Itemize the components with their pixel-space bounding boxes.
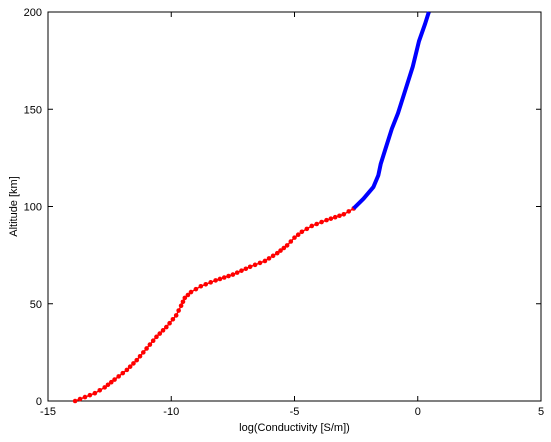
x-tick-label: -15 xyxy=(40,406,56,418)
data-point xyxy=(120,370,126,376)
y-tick-label: 150 xyxy=(24,104,42,116)
data-point xyxy=(170,317,176,322)
data-point xyxy=(328,216,334,221)
series-line xyxy=(352,11,431,210)
data-point xyxy=(147,342,153,347)
data-point xyxy=(173,313,179,318)
data-point xyxy=(309,223,315,229)
data-point xyxy=(230,272,236,277)
data-point xyxy=(137,353,143,359)
data-point xyxy=(295,232,301,238)
data-point xyxy=(299,229,305,235)
data-point xyxy=(87,392,93,398)
data-point xyxy=(116,374,121,379)
data-point xyxy=(203,282,209,287)
data-point xyxy=(262,258,268,264)
data-point xyxy=(144,346,149,351)
data-point xyxy=(97,388,103,393)
data-point xyxy=(176,308,181,313)
data-point xyxy=(124,367,130,373)
data-point xyxy=(108,379,114,385)
data-point xyxy=(257,260,263,266)
y-axis-label: Altitude [km] xyxy=(8,176,20,237)
data-point xyxy=(226,273,231,279)
data-point xyxy=(77,396,83,402)
data-point xyxy=(178,303,184,308)
data-point xyxy=(188,289,194,295)
data-point xyxy=(105,382,111,388)
data-point xyxy=(92,390,98,396)
x-axis-label: log(Conductivity [S/m]) xyxy=(239,422,350,434)
data-point xyxy=(150,338,156,344)
data-point xyxy=(284,243,290,248)
plot-area xyxy=(47,11,542,402)
data-point xyxy=(274,250,280,256)
y-tick-label: 50 xyxy=(30,299,42,311)
x-tick-label: -5 xyxy=(290,406,300,418)
data-point xyxy=(213,278,218,283)
data-point xyxy=(134,357,140,363)
data-point xyxy=(154,334,159,340)
data-point xyxy=(278,248,283,253)
data-point xyxy=(102,385,107,390)
data-point xyxy=(180,299,186,305)
data-point xyxy=(341,211,347,217)
data-point xyxy=(182,295,188,301)
data-point xyxy=(252,262,258,268)
data-point xyxy=(127,364,133,369)
data-point xyxy=(270,253,276,259)
data-point xyxy=(198,283,204,289)
data-point xyxy=(292,235,297,240)
data-point xyxy=(281,245,287,251)
data-point xyxy=(239,268,244,273)
data-point xyxy=(324,217,329,223)
data-point xyxy=(167,320,172,326)
data-point xyxy=(72,398,78,404)
y-tick-label: 200 xyxy=(24,7,42,19)
y-tick-label: 100 xyxy=(24,202,42,214)
data-point xyxy=(141,350,146,355)
data-point xyxy=(157,331,163,336)
data-point xyxy=(193,286,199,292)
data-point xyxy=(234,270,240,275)
data-point xyxy=(221,275,227,280)
data-point xyxy=(337,213,342,219)
y-tick-label: 0 xyxy=(36,396,42,408)
series-layer xyxy=(72,11,431,404)
x-tick-label: -10 xyxy=(163,406,179,418)
data-point xyxy=(266,256,272,261)
plot-frame xyxy=(47,11,542,402)
data-point xyxy=(319,219,324,225)
data-point xyxy=(82,394,88,400)
data-point xyxy=(247,264,253,270)
data-point xyxy=(164,324,169,330)
data-point xyxy=(288,239,294,244)
data-point xyxy=(131,361,136,366)
data-point xyxy=(346,209,352,214)
data-point xyxy=(243,266,249,272)
data-point xyxy=(332,214,338,220)
data-point xyxy=(185,292,191,298)
data-point xyxy=(314,221,319,227)
x-tick-label: 0 xyxy=(415,406,421,418)
data-point xyxy=(160,328,166,333)
data-point xyxy=(304,226,310,232)
data-point xyxy=(217,276,223,282)
x-tick-label: 5 xyxy=(538,406,544,418)
data-point xyxy=(208,280,213,285)
data-point xyxy=(112,377,117,382)
